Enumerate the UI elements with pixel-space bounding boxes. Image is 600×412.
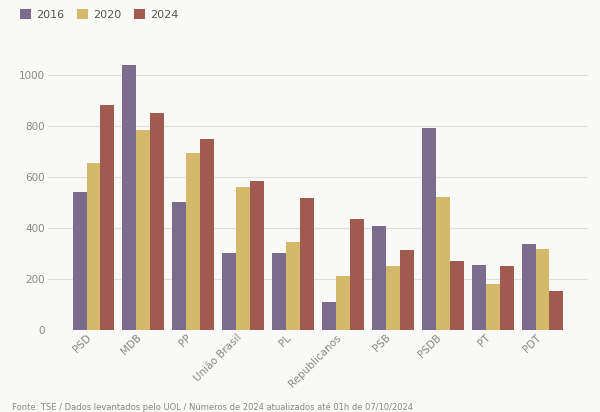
Bar <box>100 105 115 330</box>
Bar <box>336 276 350 330</box>
Text: Fonte: TSE / Dados levantados pelo UOL / Números de 2024 atualizados até 01h de : Fonte: TSE / Dados levantados pelo UOL /… <box>12 403 413 412</box>
Bar <box>536 249 550 330</box>
Bar <box>86 163 100 330</box>
Bar <box>472 265 485 330</box>
Bar <box>400 250 414 330</box>
Bar <box>73 192 86 330</box>
Bar <box>300 199 314 330</box>
Bar <box>422 129 436 330</box>
Bar <box>186 152 200 330</box>
Bar <box>151 113 164 330</box>
Bar <box>136 130 151 330</box>
Bar <box>322 302 336 330</box>
Bar <box>500 267 514 330</box>
Bar <box>350 219 364 330</box>
Bar <box>286 242 300 330</box>
Legend: 2016, 2020, 2024: 2016, 2020, 2024 <box>16 5 183 24</box>
Bar <box>200 138 214 330</box>
Bar <box>272 253 286 330</box>
Bar <box>386 266 400 330</box>
Bar <box>450 261 464 330</box>
Bar <box>521 244 536 330</box>
Bar <box>250 181 264 330</box>
Bar <box>372 227 386 330</box>
Bar <box>485 284 500 330</box>
Bar <box>172 202 186 330</box>
Bar <box>122 65 136 330</box>
Bar <box>550 291 563 330</box>
Bar <box>436 197 450 330</box>
Bar <box>222 253 236 330</box>
Bar <box>236 187 250 330</box>
